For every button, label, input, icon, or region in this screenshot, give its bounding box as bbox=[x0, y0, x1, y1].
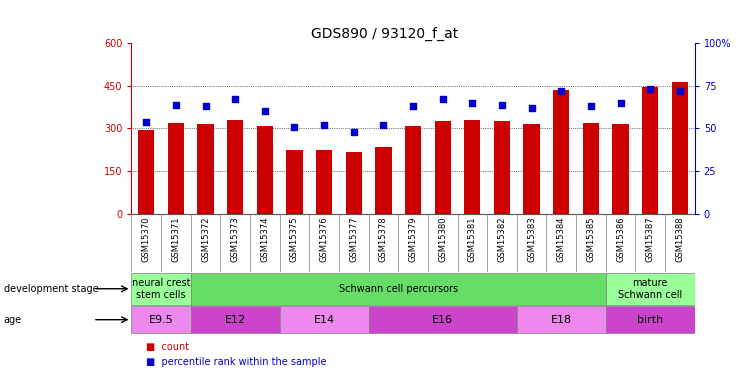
Text: GSM15381: GSM15381 bbox=[468, 217, 477, 262]
Text: GSM15374: GSM15374 bbox=[261, 217, 270, 262]
Bar bbox=[138, 130, 155, 214]
Text: E9.5: E9.5 bbox=[149, 315, 173, 325]
Bar bbox=[606, 306, 695, 333]
Text: E16: E16 bbox=[432, 315, 453, 325]
Text: mature
Schwann cell: mature Schwann cell bbox=[618, 278, 683, 300]
Bar bbox=[227, 120, 243, 214]
Bar bbox=[369, 306, 517, 333]
Point bbox=[288, 124, 300, 130]
Bar bbox=[583, 123, 599, 214]
Text: birth: birth bbox=[637, 315, 663, 325]
Text: GSM15371: GSM15371 bbox=[171, 217, 180, 262]
Text: E18: E18 bbox=[550, 315, 572, 325]
Bar bbox=[167, 123, 184, 214]
Point bbox=[496, 102, 508, 108]
Text: age: age bbox=[4, 315, 22, 325]
Text: GSM15383: GSM15383 bbox=[527, 217, 536, 262]
Bar bbox=[316, 150, 332, 214]
Text: neural crest
stem cells: neural crest stem cells bbox=[132, 278, 190, 300]
Bar bbox=[671, 81, 688, 214]
Text: ■  percentile rank within the sample: ■ percentile rank within the sample bbox=[146, 357, 327, 367]
Text: Schwann cell percursors: Schwann cell percursors bbox=[339, 284, 458, 294]
Point bbox=[348, 129, 360, 135]
Point bbox=[318, 122, 330, 128]
Point bbox=[436, 96, 448, 102]
Text: GSM15376: GSM15376 bbox=[320, 217, 329, 262]
Text: GSM15375: GSM15375 bbox=[290, 217, 299, 262]
Point bbox=[378, 122, 390, 128]
Point bbox=[674, 88, 686, 94]
Bar bbox=[191, 306, 279, 333]
Point bbox=[259, 108, 271, 114]
Point bbox=[407, 103, 419, 109]
Text: ■  count: ■ count bbox=[146, 342, 189, 352]
Point bbox=[466, 100, 478, 106]
Text: GSM15378: GSM15378 bbox=[379, 217, 388, 262]
Point bbox=[555, 88, 567, 94]
Text: development stage: development stage bbox=[4, 284, 98, 294]
Point bbox=[585, 103, 597, 109]
Bar bbox=[345, 152, 362, 214]
Text: GSM15380: GSM15380 bbox=[438, 217, 447, 262]
Text: E12: E12 bbox=[225, 315, 246, 325]
Text: GSM15387: GSM15387 bbox=[646, 217, 655, 262]
Bar bbox=[435, 122, 451, 214]
Text: GSM15385: GSM15385 bbox=[587, 217, 596, 262]
Text: GSM15373: GSM15373 bbox=[231, 217, 240, 262]
Text: GSM15382: GSM15382 bbox=[497, 217, 506, 262]
Point bbox=[229, 96, 241, 102]
Title: GDS890 / 93120_f_at: GDS890 / 93120_f_at bbox=[311, 27, 459, 41]
Bar bbox=[642, 87, 659, 214]
Point bbox=[644, 86, 656, 92]
Bar bbox=[131, 273, 191, 305]
Bar bbox=[494, 122, 510, 214]
Point bbox=[614, 100, 626, 106]
Bar bbox=[257, 126, 273, 214]
Bar bbox=[131, 306, 191, 333]
Bar bbox=[523, 124, 540, 214]
Bar bbox=[405, 126, 421, 214]
Bar bbox=[606, 273, 695, 305]
Bar bbox=[191, 273, 606, 305]
Text: GSM15384: GSM15384 bbox=[556, 217, 566, 262]
Point bbox=[170, 102, 182, 108]
Bar bbox=[376, 147, 391, 214]
Bar bbox=[279, 306, 369, 333]
Point bbox=[140, 118, 152, 124]
Bar bbox=[517, 306, 606, 333]
Text: GSM15377: GSM15377 bbox=[349, 217, 358, 262]
Text: GSM15388: GSM15388 bbox=[675, 217, 684, 262]
Bar bbox=[553, 90, 569, 214]
Point bbox=[200, 103, 212, 109]
Text: E14: E14 bbox=[314, 315, 335, 325]
Text: GSM15386: GSM15386 bbox=[616, 217, 625, 262]
Bar bbox=[464, 120, 481, 214]
Bar bbox=[198, 124, 214, 214]
Text: GSM15370: GSM15370 bbox=[142, 217, 151, 262]
Bar bbox=[286, 150, 303, 214]
Point bbox=[526, 105, 538, 111]
Text: GSM15372: GSM15372 bbox=[201, 217, 210, 262]
Bar bbox=[612, 124, 629, 214]
Text: GSM15379: GSM15379 bbox=[409, 217, 418, 262]
